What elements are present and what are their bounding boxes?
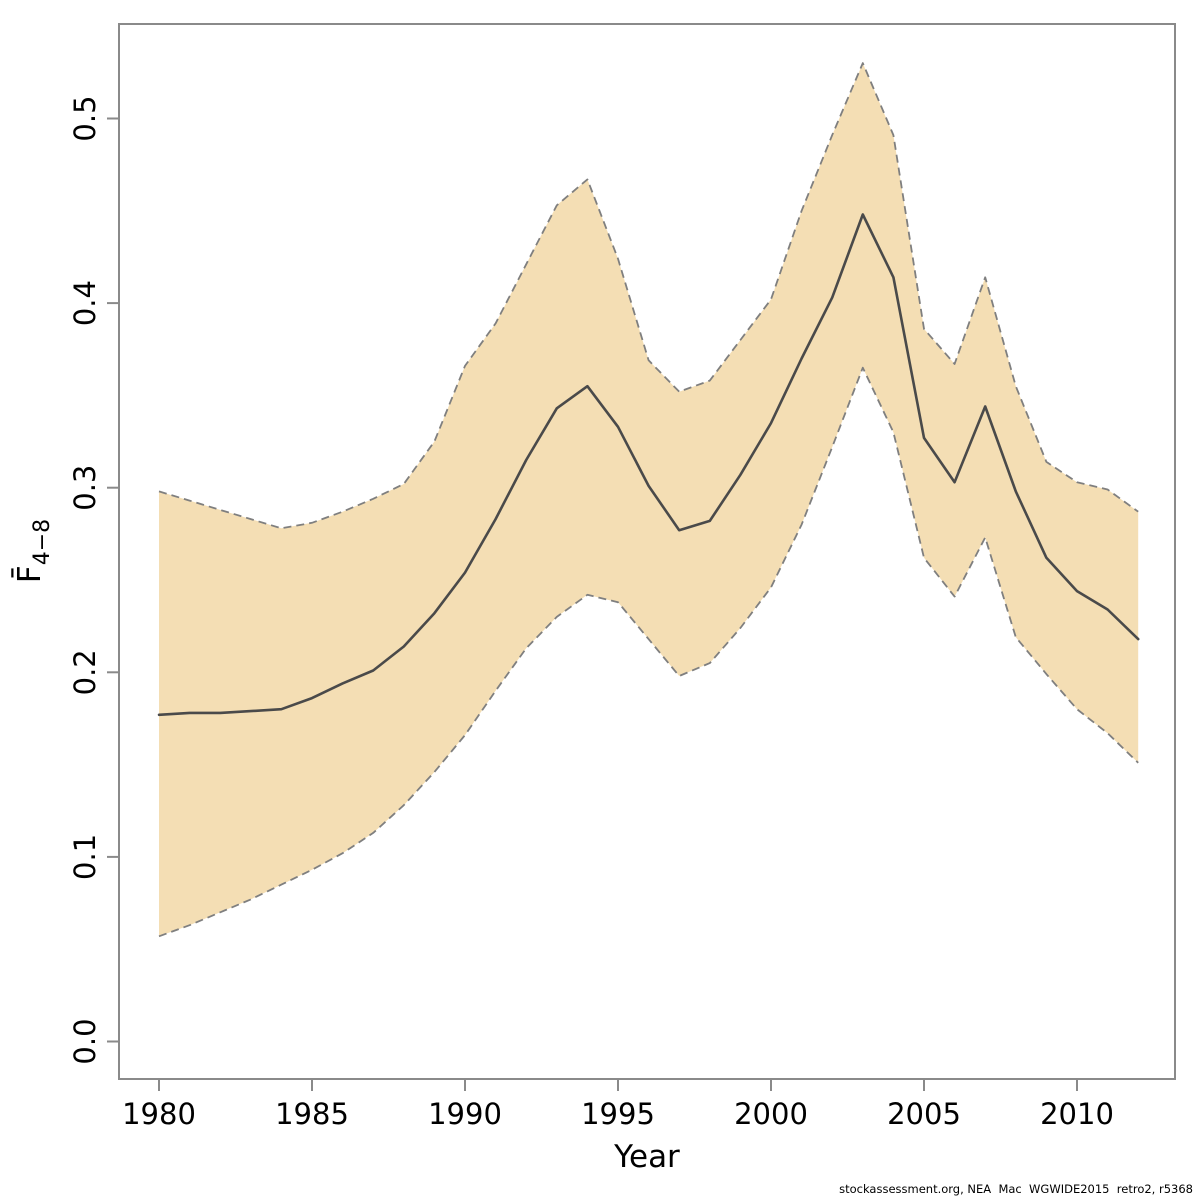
y-tick-label-0.1: 0.1 bbox=[68, 834, 102, 880]
plot-area: 1980 1985 1990 1995 2000 2005 2010 0.0 0.1 0.2 0.3… bbox=[68, 23, 1176, 1131]
x-tick-label-2005: 2005 bbox=[887, 1097, 961, 1131]
y-tick-label-0.0: 0.0 bbox=[68, 1018, 102, 1064]
x-tick-label-1995: 1995 bbox=[581, 1097, 655, 1131]
mean-line bbox=[157, 213, 1140, 717]
y-axis-title-subscript: 4−8 bbox=[30, 519, 55, 565]
attribution-text: stockassessment.org, NEA Mac WGWIDE2015 … bbox=[839, 1182, 1193, 1196]
y-tick-label-0.4: 0.4 bbox=[68, 280, 102, 326]
x-axis-title: Year bbox=[613, 1139, 680, 1175]
y-tick-label-0.5: 0.5 bbox=[68, 95, 102, 141]
y-tick-label-0.3: 0.3 bbox=[68, 465, 102, 511]
y-tick-label-0.2: 0.2 bbox=[68, 649, 102, 695]
y-axis-title: F̄4−8 bbox=[11, 519, 55, 583]
x-tick-label-1990: 1990 bbox=[428, 1097, 502, 1131]
x-tick-label-1980: 1980 bbox=[122, 1097, 196, 1131]
plot-border bbox=[118, 23, 1176, 1080]
x-tick-label-2010: 2010 bbox=[1040, 1097, 1114, 1131]
confidence-band-lower-border bbox=[158, 366, 1139, 938]
x-tick-label-2000: 2000 bbox=[734, 1097, 808, 1131]
x-tick-label-1985: 1985 bbox=[275, 1097, 349, 1131]
y-axis-title-base: F̄ bbox=[11, 565, 48, 583]
confidence-band-upper-border bbox=[158, 62, 1139, 530]
confidence-band bbox=[159, 63, 1139, 937]
